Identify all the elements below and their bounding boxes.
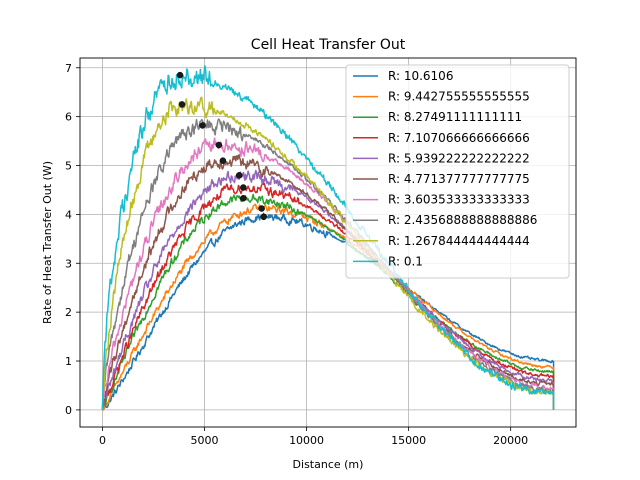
- x-tick-label: 0: [99, 434, 106, 447]
- series-line: [102, 212, 555, 411]
- legend-box: [345, 64, 570, 279]
- peak-markers: [176, 71, 267, 221]
- legend-label: R: 9.442755555555555: [388, 90, 530, 104]
- legend-label: R: 0.1: [388, 254, 423, 268]
- chart-title: Cell Heat Transfer Out: [251, 37, 406, 53]
- legend-label: R: 8.27491111111111: [388, 110, 522, 124]
- series-line: [101, 169, 555, 411]
- series-lines: [101, 65, 555, 411]
- x-axis-label: Distance (m): [293, 458, 364, 471]
- peak-marker: [258, 205, 265, 212]
- peak-marker: [235, 172, 243, 179]
- y-tick-label: 3: [65, 257, 72, 270]
- peak-marker: [176, 71, 184, 79]
- legend-label: R: 5.939222222222222: [388, 151, 530, 165]
- y-tick-label: 2: [65, 306, 72, 319]
- legend-label: R: 4.771377777777775: [388, 172, 530, 186]
- peak-marker: [240, 184, 247, 191]
- legend-label: R: 2.4356888888888886: [388, 213, 537, 227]
- peak-marker: [240, 195, 247, 202]
- axis-ticks: 0 5000 10000 15000 20000 0 1 2 3 4 5 6 7: [65, 62, 528, 447]
- series-line: [101, 153, 555, 411]
- series-line: [101, 193, 555, 410]
- x-tick-label: 20000: [493, 434, 528, 447]
- series-line: [101, 181, 555, 411]
- legend-label: R: 3.603533333333333: [388, 193, 530, 207]
- series-line: [102, 203, 555, 411]
- legend: R: 10.6106 R: 9.442755555555555 R: 8.27491…: [345, 64, 570, 279]
- legend-label: R: 1.267844444444444: [388, 234, 530, 248]
- peak-marker: [219, 157, 227, 164]
- y-axis-label: Rate of Heat Transfer Out (W): [41, 161, 54, 324]
- peak-marker: [178, 101, 186, 108]
- plot-frame: [79, 57, 577, 428]
- x-tick-label: 5000: [191, 434, 219, 447]
- y-tick-label: 4: [65, 208, 72, 221]
- peak-marker: [215, 141, 223, 149]
- y-tick-label: 7: [65, 62, 72, 75]
- x-tick-label: 10000: [289, 434, 324, 447]
- y-tick-label: 6: [65, 111, 72, 124]
- x-tick-label: 15000: [391, 434, 426, 447]
- legend-label: R: 7.107066666666666: [388, 131, 530, 145]
- y-tick-label: 5: [65, 160, 72, 173]
- peak-marker: [260, 213, 267, 221]
- series-line: [101, 96, 555, 410]
- y-tick-label: 1: [65, 355, 72, 368]
- y-tick-label: 0: [65, 404, 72, 417]
- peak-marker: [199, 122, 206, 129]
- legend-label: R: 10.6106: [388, 69, 453, 83]
